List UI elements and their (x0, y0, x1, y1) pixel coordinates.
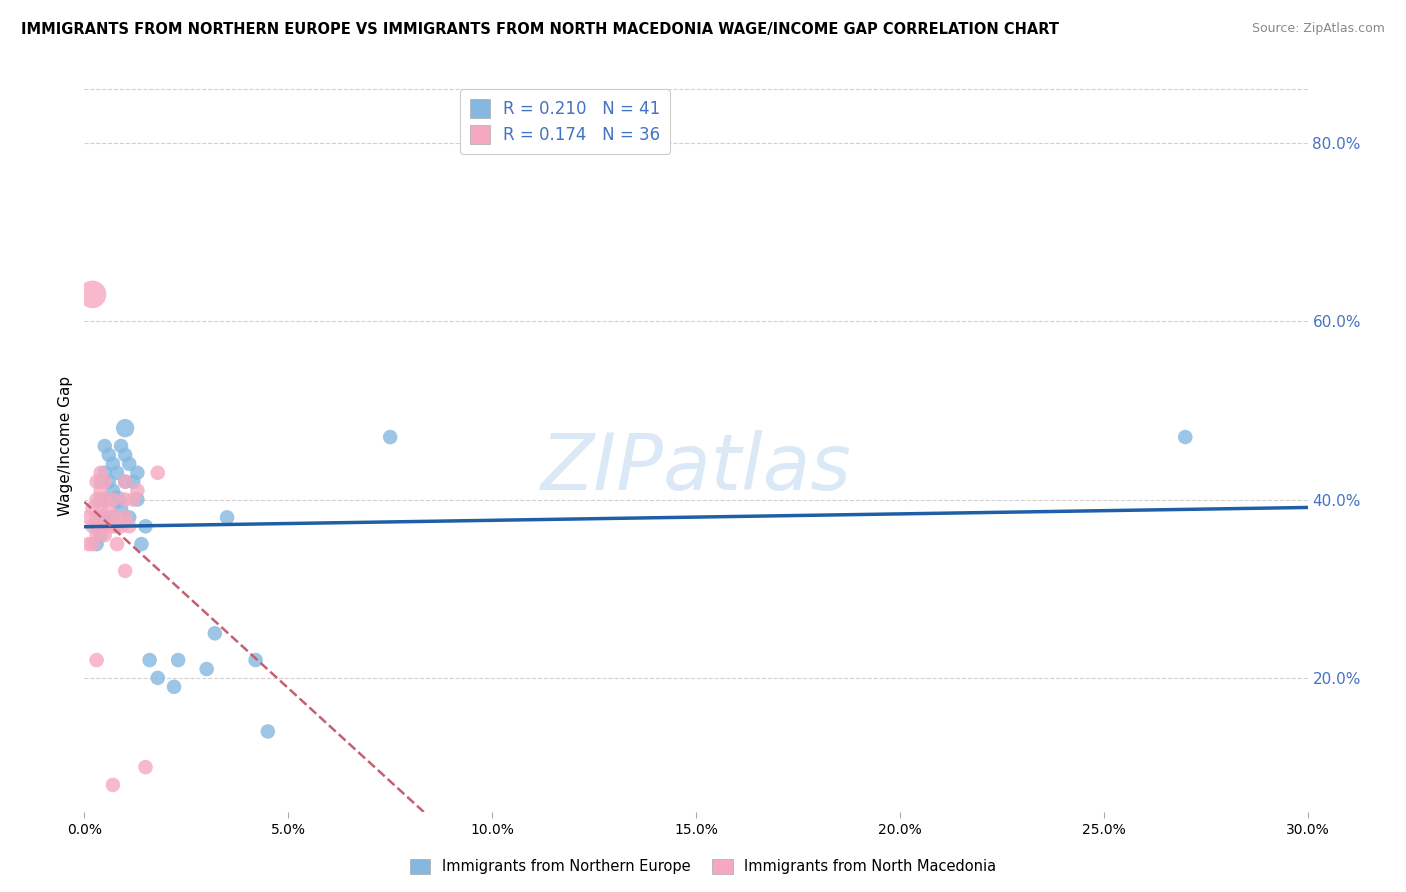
Point (97, 475, 120, 489)
Point (97, 519, 120, 533)
Point (114, 421, 136, 435)
Point (118, 457, 141, 471)
Point (105, 510, 128, 524)
Point (82, 287, 104, 301)
Point (114, 492, 136, 507)
Point (122, 475, 145, 489)
Legend: R = 0.210   N = 41, R = 0.174   N = 36: R = 0.210 N = 41, R = 0.174 N = 36 (460, 88, 671, 153)
Text: Source: ZipAtlas.com: Source: ZipAtlas.com (1251, 22, 1385, 36)
Point (86, 537, 108, 551)
Point (90, 492, 112, 507)
Point (77, 510, 100, 524)
Point (86, 653, 108, 667)
Point (167, 653, 190, 667)
Text: IMMIGRANTS FROM NORTHERN EUROPE VS IMMIGRANTS FROM NORTH MACEDONIA WAGE/INCOME G: IMMIGRANTS FROM NORTHERN EUROPE VS IMMIG… (21, 22, 1059, 37)
Point (114, 448, 136, 462)
Point (77, 537, 100, 551)
Point (86, 519, 108, 533)
Text: ZIPatlas: ZIPatlas (540, 430, 852, 506)
Point (1174, 430, 1197, 444)
Point (86, 528, 108, 542)
Point (138, 653, 160, 667)
Point (118, 519, 141, 533)
Point (245, 653, 267, 667)
Point (118, 510, 141, 524)
Point (93, 466, 115, 480)
Point (105, 492, 128, 507)
Point (90, 528, 112, 542)
Point (110, 439, 132, 453)
Point (114, 564, 136, 578)
Point (93, 492, 115, 507)
Point (135, 519, 157, 533)
Point (93, 528, 115, 542)
Point (101, 483, 124, 498)
Point (163, 680, 186, 694)
Point (86, 475, 108, 489)
Point (127, 492, 149, 507)
Point (90, 510, 112, 524)
Point (257, 724, 280, 739)
Point (127, 483, 149, 498)
Point (101, 519, 124, 533)
Legend: Immigrants from Northern Europe, Immigrants from North Macedonia: Immigrants from Northern Europe, Immigra… (404, 853, 1002, 880)
Point (105, 537, 128, 551)
Point (204, 626, 226, 640)
Point (93, 439, 115, 453)
Point (82, 501, 104, 516)
Point (97, 501, 120, 516)
Point (93, 510, 115, 524)
Point (110, 519, 132, 533)
Point (131, 537, 153, 551)
Point (101, 510, 124, 524)
Point (90, 483, 112, 498)
Point (105, 466, 128, 480)
Point (97, 448, 120, 462)
Point (82, 537, 104, 551)
Point (93, 475, 115, 489)
Point (146, 466, 169, 480)
Point (380, 430, 402, 444)
Point (114, 475, 136, 489)
Point (135, 760, 157, 774)
Point (114, 475, 136, 489)
Point (90, 519, 112, 533)
Point (101, 778, 124, 792)
Point (105, 519, 128, 533)
Point (122, 492, 145, 507)
Point (217, 510, 239, 524)
Point (93, 510, 115, 524)
Y-axis label: Wage/Income Gap: Wage/Income Gap (58, 376, 73, 516)
Point (101, 457, 124, 471)
Point (86, 510, 108, 524)
Point (82, 519, 104, 533)
Point (114, 510, 136, 524)
Point (93, 492, 115, 507)
Point (90, 466, 112, 480)
Point (195, 662, 218, 676)
Point (90, 475, 112, 489)
Point (127, 466, 149, 480)
Point (110, 501, 132, 516)
Point (101, 492, 124, 507)
Point (90, 501, 112, 516)
Point (86, 492, 108, 507)
Point (146, 671, 169, 685)
